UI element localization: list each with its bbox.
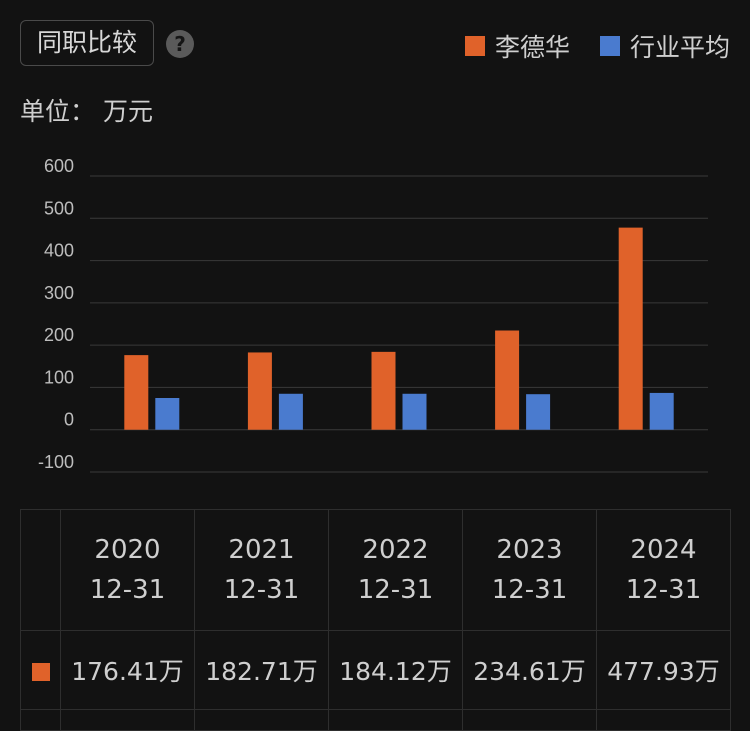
- table-value-cell: 176.41万: [60, 630, 195, 710]
- bar-person-2022[interactable]: [371, 351, 396, 430]
- legend-swatch-industry: [599, 36, 620, 56]
- y-tick-label: 100: [44, 367, 74, 387]
- legend-label-industry: 行业平均: [629, 33, 730, 62]
- header-date: 12-31: [223, 575, 300, 605]
- y-tick-label: 0: [64, 410, 74, 430]
- row-swatch-cell: [20, 630, 61, 710]
- help-icon[interactable]: ?: [166, 30, 194, 58]
- table-value-cell: 182.71万: [194, 630, 329, 710]
- table-header-cell: 2024 12-31: [596, 509, 731, 631]
- bar-industry-2022[interactable]: [402, 393, 427, 430]
- bar-person-2021[interactable]: [247, 352, 272, 430]
- unit-label: 单位： 万元: [20, 97, 153, 126]
- table-header-cell: 2020 12-31: [60, 509, 195, 631]
- bar-chart: -100 0 100 200 300 400 500 600: [38, 156, 708, 473]
- legend-label-person: 李德华: [494, 33, 570, 62]
- header-date: 12-31: [89, 575, 166, 605]
- table-header-row: 2020 12-31 2021 12-31 2022 12-31 2023 12…: [20, 509, 731, 631]
- header-date: 12-31: [491, 575, 568, 605]
- bar-industry-2020[interactable]: [155, 398, 180, 430]
- header-year: 2023: [496, 535, 563, 565]
- bar-person-2023[interactable]: [495, 330, 520, 430]
- peer-comparison-button[interactable]: 同职比较: [20, 20, 154, 66]
- legend: 李德华 行业平均: [464, 28, 730, 64]
- table-header-cell: 2021 12-31: [194, 509, 329, 631]
- data-table: 2020 12-31 2021 12-31 2022 12-31 2023 12…: [20, 509, 731, 731]
- bar-industry-2023[interactable]: [526, 394, 551, 430]
- header-year: 2022: [362, 535, 429, 565]
- table-value-cell: 184.12万: [328, 630, 463, 710]
- y-tick-label: 500: [44, 198, 74, 218]
- legend-item-industry[interactable]: 行业平均: [599, 28, 730, 64]
- table-row: 176.41万 182.71万 184.12万 234.61万 477.93万: [20, 630, 731, 710]
- legend-item-person[interactable]: 李德华: [464, 28, 570, 64]
- header-date: 12-31: [625, 575, 702, 605]
- bar-industry-2024[interactable]: [649, 392, 674, 430]
- legend-swatch-person: [464, 36, 485, 56]
- bar-person-2020[interactable]: [124, 355, 149, 430]
- chart-header: 同职比较 ? 李德华 行业平均: [0, 0, 750, 80]
- bar-person-2024[interactable]: [618, 227, 643, 430]
- table-value-cell: 477.93万: [596, 630, 731, 710]
- header-year: 2024: [630, 535, 697, 565]
- row-swatch: [31, 662, 50, 681]
- bar-industry-2021[interactable]: [278, 393, 303, 430]
- y-tick-label: -100: [38, 452, 74, 472]
- table-header-cell: 2023 12-31: [462, 509, 597, 631]
- y-tick-label: 400: [44, 241, 74, 261]
- header-year: 2020: [94, 535, 161, 565]
- table-value-cell: 234.61万: [462, 630, 597, 710]
- y-tick-label: 200: [44, 325, 74, 345]
- table-corner-cell: [20, 509, 61, 631]
- table-header-cell: 2022 12-31: [328, 509, 463, 631]
- y-tick-label: 600: [44, 156, 74, 176]
- header-year: 2021: [228, 535, 295, 565]
- header-date: 12-31: [357, 575, 434, 605]
- y-tick-label: 300: [44, 283, 74, 303]
